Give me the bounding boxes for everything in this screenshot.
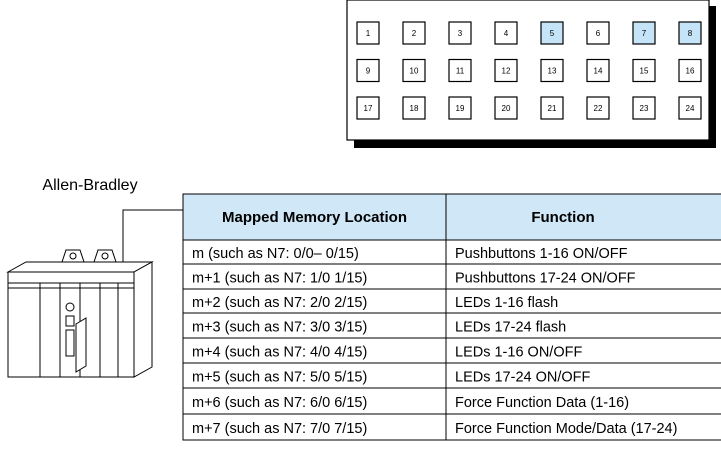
table-cell: m+3 (such as N7: 3/0 3/15)	[192, 319, 367, 335]
button	[678, 96, 702, 120]
table-cell: m+7 (such as N7: 7/0 7/15)	[192, 421, 367, 437]
button-label: 1	[366, 29, 371, 38]
button-label: 16	[686, 67, 695, 76]
button	[448, 96, 472, 120]
table-cell: Force Function Data (1-16)	[455, 395, 629, 411]
table-cell: Pushbuttons 1-16 ON/OFF	[455, 246, 628, 262]
button	[678, 58, 702, 83]
table-row	[182, 288, 721, 314]
table-cell: m+5 (such as N7: 5/0 5/15)	[192, 369, 367, 385]
button-label: 19	[456, 104, 465, 113]
button-label: 7	[642, 29, 647, 38]
table-cell: m+2 (such as N7: 2/0 2/15)	[192, 295, 367, 311]
button	[402, 21, 426, 45]
button-label: 2	[412, 29, 417, 38]
table-header: Mapped Memory Location	[222, 209, 407, 226]
table-cell: LEDs 17-24 ON/OFF	[455, 369, 591, 385]
button	[586, 58, 610, 83]
button-label: 12	[502, 67, 511, 76]
table-cell: Force Function Mode/Data (17-24)	[455, 421, 677, 437]
button-label: 3	[458, 29, 463, 38]
button-label: 11	[456, 67, 465, 76]
button-label: 5	[550, 29, 555, 38]
table-row	[182, 239, 721, 265]
table-cell: LEDs 17-24 flash	[455, 319, 566, 335]
table-row	[182, 413, 721, 441]
button-label: 24	[686, 104, 695, 113]
button	[356, 58, 380, 83]
button	[402, 96, 426, 120]
button-label: 4	[504, 29, 509, 38]
connector	[122, 209, 183, 262]
table-cell: m+1 (such as N7: 1/0 1/15)	[192, 270, 367, 286]
table-row	[182, 263, 721, 290]
table-cell: LEDs 1-16 flash	[455, 295, 558, 311]
plc-drawing	[6, 249, 154, 378]
table-header-bg	[182, 193, 721, 241]
button-label: 6	[596, 29, 601, 38]
table-row	[182, 362, 721, 389]
table-cell: m (such as N7: 0/0– 0/15)	[192, 246, 359, 262]
button	[494, 21, 518, 45]
button	[586, 96, 610, 120]
table-cell: m+4 (such as N7: 4/0 4/15)	[192, 344, 367, 360]
button-label: 21	[548, 104, 557, 113]
button	[494, 58, 518, 83]
table-cell: m+6 (such as N7: 6/0 6/15)	[192, 395, 367, 411]
button	[586, 21, 610, 45]
button	[540, 58, 564, 83]
button-label: 20	[502, 104, 511, 113]
button-label: 23	[640, 104, 649, 113]
button-label: 17	[364, 104, 373, 113]
button	[356, 96, 380, 120]
button	[540, 21, 564, 45]
button-label: 10	[410, 67, 419, 76]
button-label: 22	[594, 104, 603, 113]
button-label: 14	[594, 67, 603, 76]
button	[632, 58, 656, 83]
button	[448, 58, 472, 83]
button-label: 8	[688, 29, 693, 38]
table-cell: Pushbuttons 17-24 ON/OFF	[455, 270, 636, 286]
table-cell: LEDs 1-16 ON/OFF	[455, 344, 582, 360]
button	[402, 58, 426, 83]
button	[632, 21, 656, 45]
button	[678, 21, 702, 45]
button-label: 18	[410, 104, 419, 113]
button-label: 9	[366, 67, 371, 76]
plc-label: Allen-Bradley	[42, 177, 137, 194]
button	[356, 21, 380, 45]
button-label: 13	[548, 67, 557, 76]
table-header: Function	[531, 209, 594, 226]
table-row	[182, 312, 721, 339]
button	[448, 21, 472, 45]
button	[540, 96, 564, 120]
button	[494, 96, 518, 120]
button	[632, 96, 656, 120]
button-label: 15	[640, 67, 649, 76]
